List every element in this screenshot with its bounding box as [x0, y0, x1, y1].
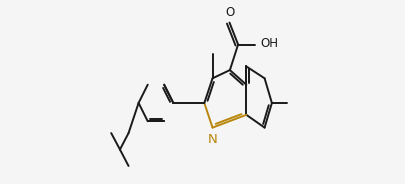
Text: O: O: [226, 6, 235, 19]
Text: N: N: [208, 133, 217, 146]
Text: OH: OH: [260, 37, 278, 50]
